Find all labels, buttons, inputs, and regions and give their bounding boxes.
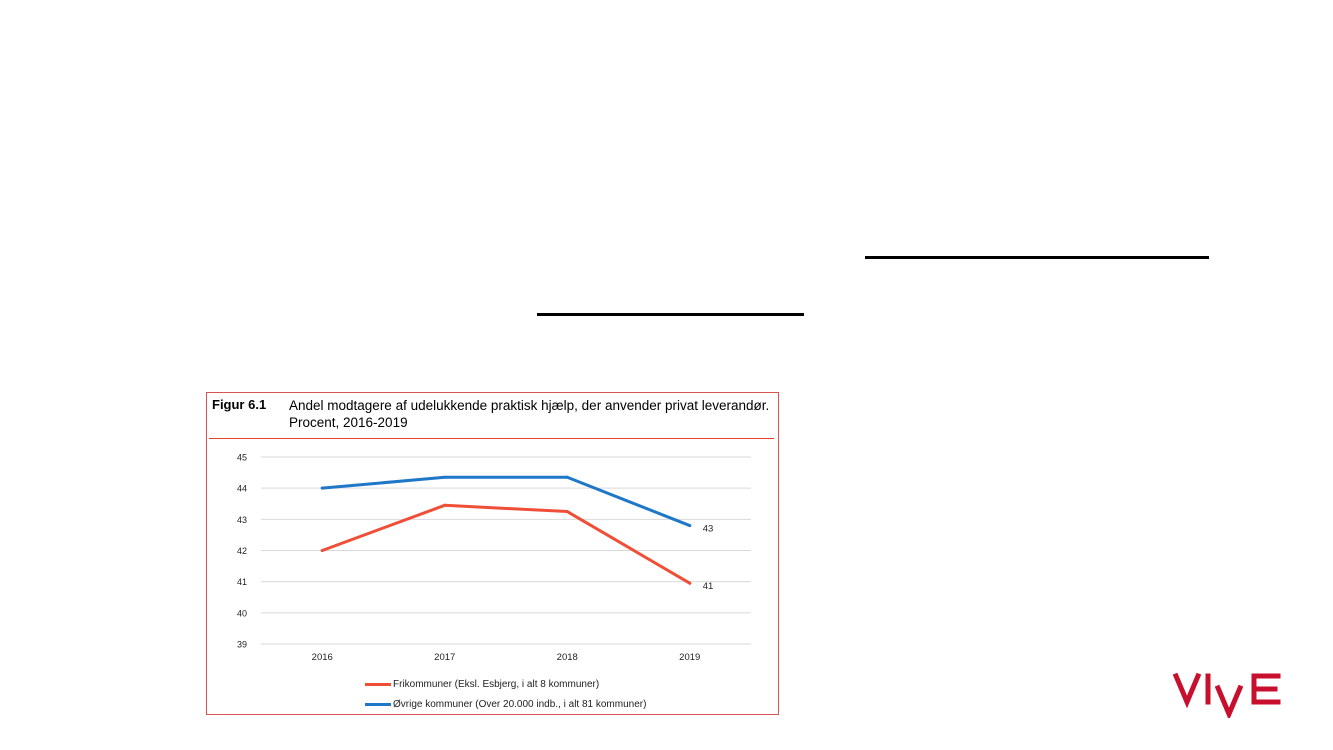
series-1-point-2017 bbox=[443, 475, 447, 479]
y-tick-label-40: 40 bbox=[237, 608, 247, 618]
logo-letter-e bbox=[1251, 673, 1281, 705]
legend-swatch-ovrige-kommuner bbox=[365, 703, 391, 706]
legend-label-frikommuner: Frikommuner (Eksl. Esbjerg, i alt 8 komm… bbox=[393, 679, 600, 690]
figure-title: Andel modtagere af udelukkende praktisk … bbox=[289, 398, 770, 430]
series-0-point-2017 bbox=[443, 503, 447, 507]
middle-horizontal-rule bbox=[537, 313, 804, 316]
figure-label: Figur 6.1 bbox=[212, 397, 267, 412]
x-tick-label-2018: 2018 bbox=[557, 652, 578, 663]
line-chart: 39 40 41 42 43 44 45 2016 2017 2018 2019 41 43 bbox=[237, 453, 751, 663]
figure-title-divider bbox=[209, 438, 774, 439]
legend-swatch-frikommuner bbox=[365, 683, 391, 686]
legend-label-ovrige-kommuner: Øvrige kommuner (Over 20.000 indb., i al… bbox=[393, 699, 647, 710]
series-1-end-label: 43 bbox=[703, 524, 714, 535]
series-0-point-2019 bbox=[688, 581, 692, 585]
x-tick-label-2017: 2017 bbox=[434, 652, 455, 663]
y-tick-label-42: 42 bbox=[237, 546, 247, 556]
logo-letter-v2 bbox=[1214, 684, 1244, 718]
legend-entry-frikommuner: Frikommuner (Eksl. Esbjerg, i alt 8 komm… bbox=[365, 679, 599, 690]
figure-frame: Figur 6.1 Andel modtagere af udelukkende… bbox=[206, 392, 779, 715]
series-1-point-2018 bbox=[565, 475, 569, 479]
y-tick-label-45: 45 bbox=[237, 453, 247, 463]
series-0-point-2016 bbox=[320, 549, 324, 552]
vive-logo bbox=[1172, 672, 1281, 718]
x-tick-label-2016: 2016 bbox=[312, 652, 333, 663]
logo-letter-v1 bbox=[1172, 672, 1202, 709]
x-tick-label-2019: 2019 bbox=[679, 652, 700, 663]
series-line-1 bbox=[320, 475, 692, 528]
y-tick-label-43: 43 bbox=[237, 515, 247, 525]
series-1-point-2016 bbox=[320, 486, 324, 490]
y-tick-label-41: 41 bbox=[237, 577, 247, 587]
series-1-point-2019 bbox=[688, 524, 692, 528]
y-tick-label-39: 39 bbox=[237, 640, 247, 650]
top-horizontal-rule bbox=[865, 256, 1209, 259]
series-line-0 bbox=[320, 503, 692, 585]
series-0-end-label: 41 bbox=[703, 581, 714, 592]
legend-entry-ovrige-kommuner: Øvrige kommuner (Over 20.000 indb., i al… bbox=[365, 699, 646, 710]
series-0-point-2018 bbox=[565, 510, 569, 514]
y-tick-label-44: 44 bbox=[237, 484, 247, 494]
